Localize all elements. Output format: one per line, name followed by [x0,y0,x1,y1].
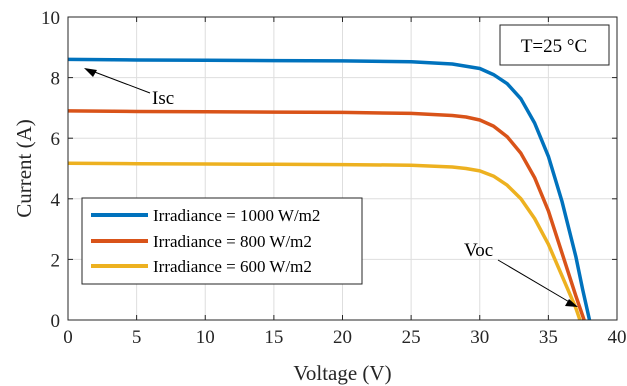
series-line-800 [67,109,586,321]
temperature-label: T=25 °C [521,36,587,57]
voc-arrowhead [565,299,578,307]
x-tick-label: 25 [402,327,421,348]
isc-arrow-line [91,70,151,94]
series-line-600 [67,161,582,321]
isc-annotation: Isc [84,68,174,109]
voc-arrow-line [497,259,572,304]
isc-label: Isc [152,88,174,109]
legend: Irradiance = 1000 W/m2 Irradiance = 800 … [81,197,363,285]
x-axis-label: Voltage (V) [293,361,391,385]
x-tick-label: 5 [132,327,142,348]
y-tick-label: 10 [41,8,60,29]
y-axis-label: Current (A) [12,119,36,218]
x-tick-label: 20 [333,327,352,348]
x-tick-label: 0 [63,327,73,348]
temperature-box-frame [499,24,610,66]
y-tick-label: 6 [51,129,61,150]
y-tick-label: 4 [51,190,61,211]
x-tick-label: 15 [264,327,283,348]
data-series [67,57,592,321]
axis-ticks: 0 5 10 15 20 25 30 35 40 0 2 4 6 8 10 [41,8,627,348]
y-tick-label: 0 [51,311,61,332]
x-tick-label: 10 [196,327,215,348]
x-tick-label: 40 [608,327,627,348]
voc-annotation: Voc [464,240,578,307]
y-tick-label: 2 [51,250,61,271]
legend-label-800: Irradiance = 800 W/m2 [153,232,312,251]
x-tick-label: 35 [539,327,558,348]
voc-label: Voc [464,240,493,261]
x-tick-label: 30 [470,327,489,348]
isc-arrowhead [84,68,97,77]
series-line-1000 [67,57,592,321]
y-tick-label: 8 [51,69,61,90]
legend-label-600: Irradiance = 600 W/m2 [153,257,312,276]
temperature-box: T=25 °C [499,24,610,66]
legend-label-1000: Irradiance = 1000 W/m2 [153,206,320,225]
